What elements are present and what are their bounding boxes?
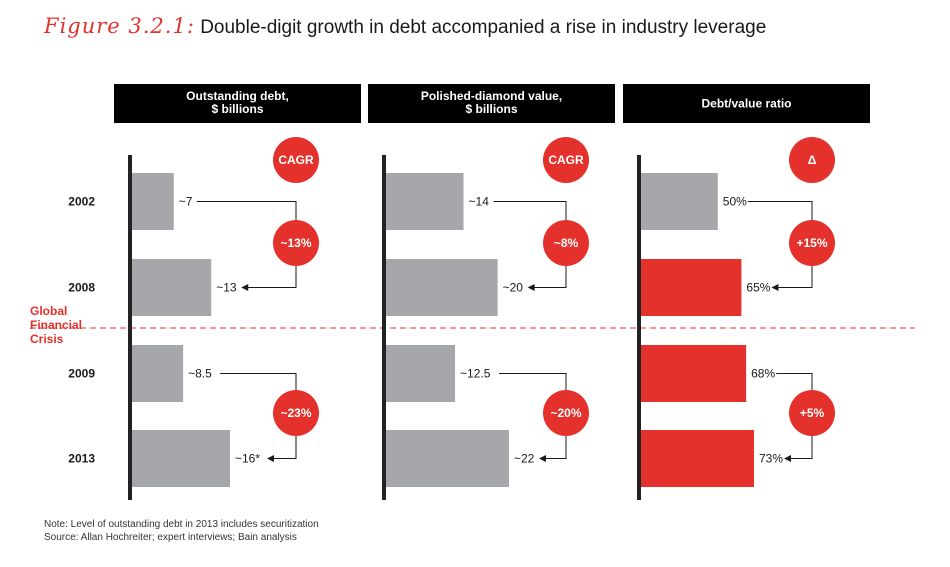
connector-arrow	[784, 455, 791, 462]
value-label: ~16*	[235, 452, 260, 466]
connector-arrow	[539, 455, 546, 462]
value-label: ~8.5	[188, 367, 212, 381]
footnote-note: Note: Level of outstanding debt in 2013 …	[44, 519, 319, 530]
growth-badge-text: +5%	[800, 406, 825, 420]
figure-title: Figure 3.2.1: Double-digit growth in deb…	[44, 14, 766, 39]
bar	[384, 345, 456, 402]
year-label: 2002	[68, 195, 95, 209]
growth-badge-text: ~13%	[280, 236, 311, 250]
value-label: ~12.5	[460, 367, 491, 381]
panel-header	[623, 84, 870, 123]
growth-badge	[789, 390, 835, 436]
growth-badge	[543, 137, 589, 183]
bar	[639, 173, 718, 230]
panel-header-text: Debt/value ratio	[701, 97, 791, 111]
value-label: 65%	[746, 281, 770, 295]
crisis-label: Global	[30, 304, 67, 318]
growth-badge	[543, 390, 589, 436]
bar	[384, 259, 498, 316]
bar	[639, 430, 754, 487]
bar	[384, 430, 509, 487]
panel-header	[114, 84, 361, 123]
bar	[130, 173, 174, 230]
growth-badge-text: +15%	[796, 236, 827, 250]
crisis-label: Crisis	[30, 332, 64, 346]
panel-header-text: $ billions	[211, 102, 263, 116]
connector-arrow	[267, 455, 274, 462]
footnote-source: Source: Allan Hochreiter; expert intervi…	[44, 532, 297, 543]
value-label: ~20	[503, 281, 524, 295]
connector-arrow	[527, 284, 535, 291]
bar	[130, 430, 230, 487]
growth-badge-text: CAGR	[548, 153, 584, 167]
panel-header-text: $ billions	[465, 102, 517, 116]
growth-badge	[273, 390, 319, 436]
growth-badge	[789, 137, 835, 183]
year-label: 2013	[68, 452, 95, 466]
growth-badge-text: CAGR	[278, 153, 314, 167]
figure-label: Figure 3.2.1:	[44, 14, 195, 38]
growth-badge	[273, 220, 319, 266]
growth-badge	[789, 220, 835, 266]
bar	[384, 173, 464, 230]
bar	[130, 345, 184, 402]
value-label: ~22	[514, 452, 535, 466]
value-label: ~13	[216, 281, 237, 295]
bar	[639, 345, 747, 402]
value-label: 73%	[759, 452, 783, 466]
bar	[130, 259, 212, 316]
growth-badge-text: ~8%	[554, 236, 579, 250]
panel-header	[368, 84, 615, 123]
value-label: 50%	[723, 195, 747, 209]
figure-heading: Double-digit growth in debt accompanied …	[200, 17, 767, 38]
growth-badge	[273, 137, 319, 183]
panel-header-text: Outstanding debt,	[186, 89, 289, 103]
crisis-label: Financial	[30, 318, 82, 332]
footnotes: Note: Level of outstanding debt in 2013 …	[44, 518, 319, 544]
bar	[639, 259, 742, 316]
connector-arrow	[771, 284, 779, 291]
growth-badge-text: ~23%	[280, 406, 311, 420]
year-label: 2009	[68, 367, 95, 381]
year-label: 2008	[68, 281, 95, 295]
growth-badge-text: ~20%	[550, 406, 581, 420]
panel-header-text: Polished-diamond value,	[421, 89, 562, 103]
growth-badge	[543, 220, 589, 266]
growth-badge-text: Δ	[808, 153, 817, 167]
value-label: 68%	[751, 367, 775, 381]
value-label: ~14	[469, 195, 490, 209]
value-label: ~7	[179, 195, 193, 209]
connector-arrow	[241, 284, 249, 291]
